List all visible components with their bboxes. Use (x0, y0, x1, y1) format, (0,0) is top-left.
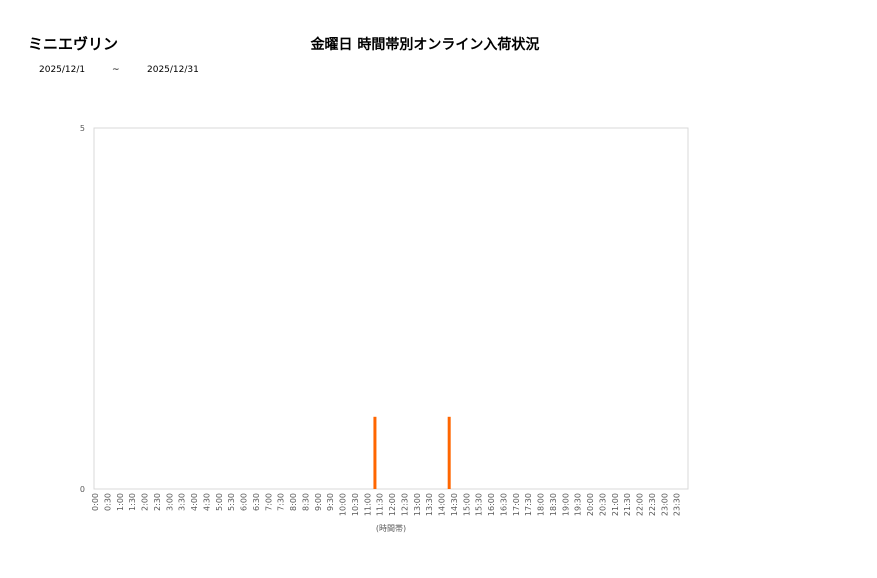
x-tick-label: 9:00 (314, 493, 323, 511)
x-tick-label: 19:00 (561, 493, 570, 516)
x-tick-label: 12:30 (400, 493, 409, 516)
chart-title: 金曜日 時間帯別オンライン入荷状況 (310, 37, 540, 53)
x-tick-label: 22:30 (648, 493, 657, 516)
x-tick-label: 13:00 (413, 493, 422, 516)
x-tick-label: 16:00 (487, 493, 496, 516)
x-tick-label: 0:30 (103, 493, 112, 511)
x-tick-label: 2:30 (153, 493, 162, 511)
x-tick-label: 8:00 (289, 493, 298, 511)
x-tick-label: 23:00 (660, 493, 669, 516)
x-tick-label: 7:30 (277, 493, 286, 511)
x-tick-label: 19:30 (574, 493, 583, 516)
x-tick-label: 10:30 (351, 493, 360, 516)
x-tick-label: 17:00 (512, 493, 521, 516)
x-tick-label: 18:30 (549, 493, 558, 516)
x-tick-label: 4:00 (190, 493, 199, 511)
x-tick-label: 21:30 (623, 493, 632, 516)
date-separator: ~ (112, 65, 120, 75)
x-tick-label: 10:00 (339, 493, 348, 516)
x-tick-label: 15:30 (475, 493, 484, 516)
x-tick-label: 23:30 (673, 493, 682, 516)
x-tick-label: 11:00 (363, 493, 372, 516)
date-to: 2025/12/31 (147, 65, 199, 75)
bar (373, 416, 377, 489)
store-name: ミニエヴリン (28, 35, 119, 53)
x-tick-label: 11:30 (376, 493, 385, 516)
x-tick-label: 8:30 (301, 493, 310, 511)
x-tick-label: 3:30 (178, 493, 187, 511)
x-tick-label: 20:30 (598, 493, 607, 516)
y-tick-label: 5 (80, 124, 85, 133)
x-tick-label: 6:30 (252, 493, 261, 511)
bar (447, 416, 451, 489)
x-tick-label: 21:00 (611, 493, 620, 516)
date-from: 2025/12/1 (39, 65, 86, 75)
x-axis-label: (時間帯) (376, 523, 406, 533)
x-tick-label: 7:00 (264, 493, 273, 511)
x-tick-label: 12:00 (388, 493, 397, 516)
x-tick-label: 0:00 (91, 493, 100, 511)
x-tick-label: 14:30 (450, 493, 459, 516)
x-tick-label: 5:30 (227, 493, 236, 511)
x-tick-label: 1:00 (116, 493, 125, 511)
x-tick-label: 4:30 (202, 493, 211, 511)
x-tick-label: 16:30 (499, 493, 508, 516)
x-tick-label: 14:00 (438, 493, 447, 516)
x-tick-label: 3:00 (165, 493, 174, 511)
x-tick-label: 6:00 (240, 493, 249, 511)
x-tick-label: 18:00 (537, 493, 546, 516)
y-tick-label: 0 (80, 485, 85, 494)
x-tick-label: 15:00 (462, 493, 471, 516)
x-tick-label: 22:00 (636, 493, 645, 516)
x-tick-label: 17:30 (524, 493, 533, 516)
x-tick-label: 1:30 (128, 493, 137, 511)
x-tick-label: 2:00 (141, 493, 150, 511)
x-tick-label: 20:00 (586, 493, 595, 516)
x-tick-label: 13:30 (425, 493, 434, 516)
plot-area (93, 127, 689, 490)
x-tick-label: 9:30 (326, 493, 335, 511)
x-tick-label: 5:00 (215, 493, 224, 511)
